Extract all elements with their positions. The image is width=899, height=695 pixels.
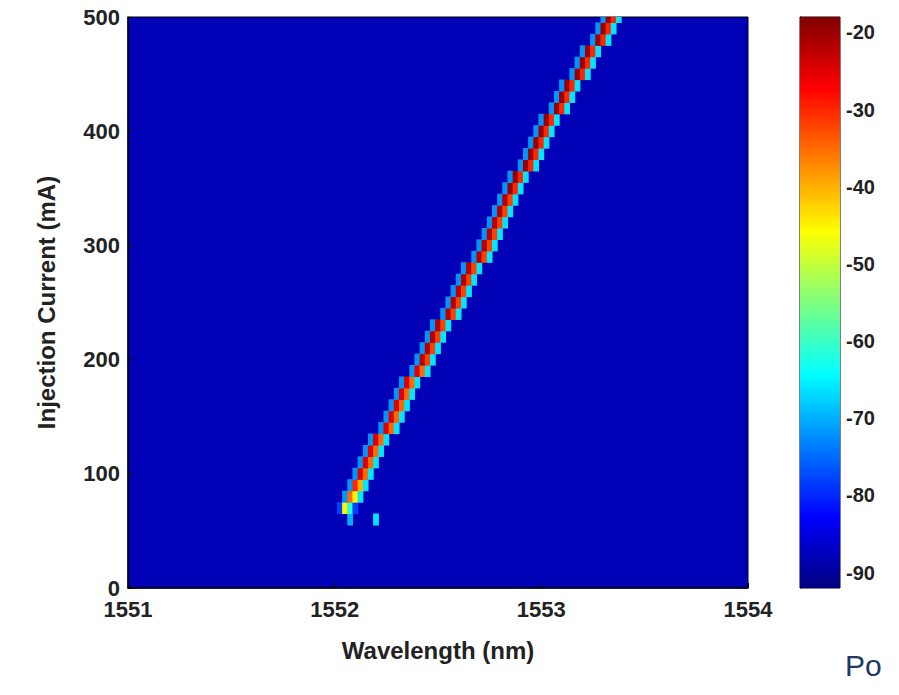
svg-text:1552: 1552 xyxy=(310,597,359,622)
svg-text:Wavelength (nm): Wavelength (nm) xyxy=(342,637,534,664)
svg-text:400: 400 xyxy=(83,119,120,144)
svg-text:Injection Current (mA): Injection Current (mA) xyxy=(33,176,60,429)
svg-text:1553: 1553 xyxy=(517,597,566,622)
svg-text:-90: -90 xyxy=(846,562,875,584)
svg-text:300: 300 xyxy=(83,233,120,258)
svg-text:-30: -30 xyxy=(846,99,875,121)
svg-text:-60: -60 xyxy=(846,330,875,352)
svg-text:500: 500 xyxy=(83,5,120,30)
svg-text:0: 0 xyxy=(107,575,120,601)
svg-text:-50: -50 xyxy=(846,253,875,275)
svg-text:Po: Po xyxy=(845,649,882,682)
svg-text:1554: 1554 xyxy=(724,597,774,622)
svg-text:100: 100 xyxy=(83,461,120,486)
svg-text:-40: -40 xyxy=(846,176,875,198)
svg-text:1551: 1551 xyxy=(104,597,153,622)
svg-text:200: 200 xyxy=(83,347,120,372)
svg-text:-80: -80 xyxy=(846,484,875,506)
svg-text:-20: -20 xyxy=(846,21,875,43)
svg-text:-70: -70 xyxy=(846,407,875,429)
